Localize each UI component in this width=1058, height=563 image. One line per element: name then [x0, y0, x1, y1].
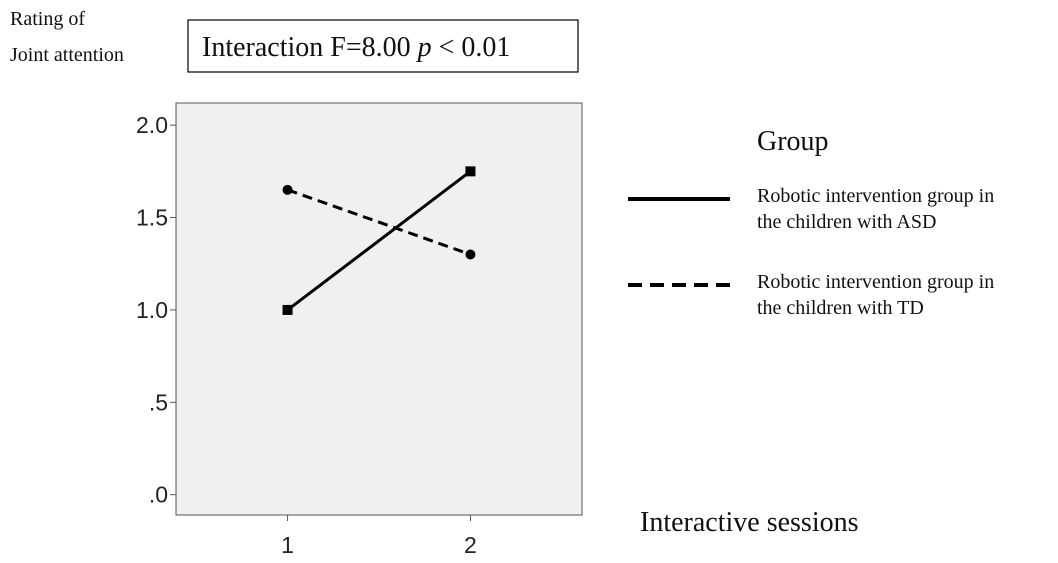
- annotation-p: p: [416, 32, 432, 63]
- y-tick-label: 1.5: [136, 205, 168, 231]
- legend-label: Robotic intervention group in the childr…: [757, 271, 995, 319]
- x-tick-label: 2: [464, 532, 477, 558]
- y-tick-label: 2.0: [136, 112, 168, 138]
- legend-label: Robotic intervention group in the childr…: [757, 185, 995, 233]
- x-tick-label: 1: [281, 532, 294, 558]
- y-label: Rating of: [10, 8, 85, 30]
- annotation-text: Interaction F=8.00: [202, 32, 411, 63]
- legend-title: Group: [757, 126, 829, 157]
- annotation: Interaction F=8.00 p < 0.01: [202, 32, 510, 63]
- annotation-value: < 0.01: [439, 32, 511, 63]
- y-tick-label: .5: [149, 389, 168, 415]
- marker: [465, 166, 476, 177]
- marker: [282, 304, 293, 315]
- y-tick-label: .0: [149, 482, 168, 508]
- y-label: Joint attention: [10, 44, 124, 66]
- x-label: Interactive sessions: [640, 507, 859, 538]
- series-line: [287, 188, 471, 256]
- marker: [282, 184, 293, 195]
- series-line: [286, 170, 472, 312]
- marker: [465, 249, 476, 260]
- plot-area: [175, 102, 583, 516]
- annotation-box: [187, 19, 579, 73]
- y-tick-label: 1.0: [136, 297, 168, 323]
